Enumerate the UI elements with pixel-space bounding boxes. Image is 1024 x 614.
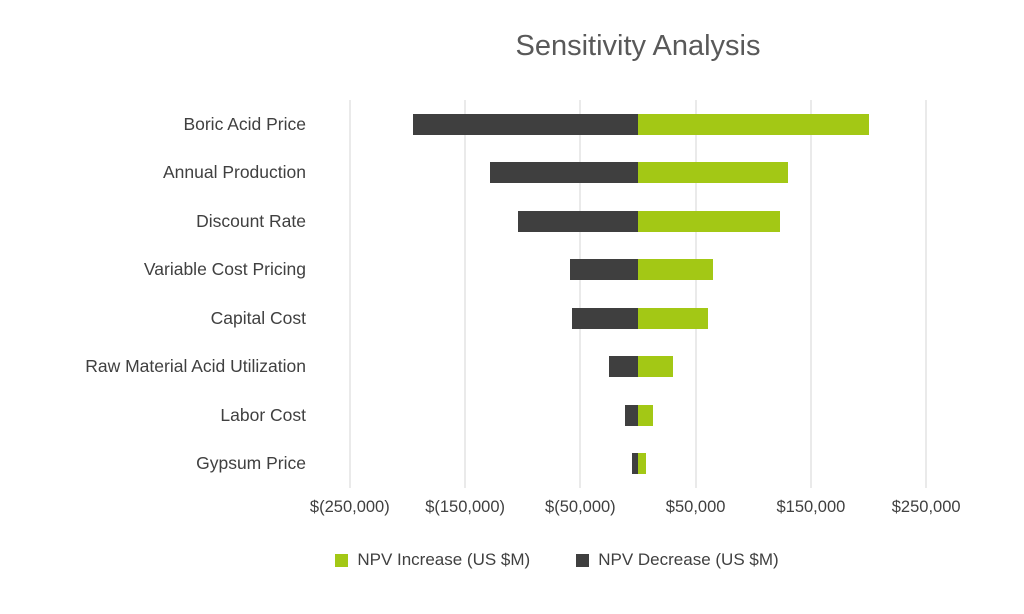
category-label: Discount Rate [196,210,306,231]
legend-item-npv-decrease: NPV Decrease (US $M) [576,550,779,570]
bar-row [336,391,940,440]
x-axis: $(250,000) $(150,000) $(50,000) $50,000 $150… [310,498,961,524]
npv-increase-swatch-icon [335,553,349,567]
gridline [810,100,812,488]
bar-npv-decrease [609,356,638,377]
bar-row [336,149,940,198]
gridline [579,100,581,488]
x-tick-label: $50,000 [665,498,726,516]
bar-row [336,440,940,489]
bar-row [336,343,940,392]
bar-npv-decrease [625,404,638,426]
gridline [925,100,927,488]
x-tick-label: $150,000 [776,498,846,516]
bar-npv-decrease [569,259,638,280]
category-label: Annual Production [162,162,306,183]
npv-decrease-swatch-icon [576,553,590,567]
bar-row [336,294,940,343]
x-tick-label: $(50,000) [545,498,616,516]
bar-npv-increase [638,404,653,426]
x-tick-label: $(250,000) [309,498,390,516]
bar-row [336,197,940,246]
gridline [349,100,351,488]
bar-row [336,246,940,295]
bar-npv-increase [638,307,709,329]
category-label: Gypsum Price [196,453,306,474]
bar-npv-increase [638,453,647,474]
bar-npv-decrease [413,113,638,135]
bar-npv-increase [638,113,869,135]
bar-npv-decrease [632,453,638,474]
legend: NPV Increase (US $M) NPV Decrease (US $M… [0,550,1024,570]
x-tick-label: $250,000 [891,498,961,516]
bar-npv-decrease [572,307,638,329]
bar-npv-increase [638,162,788,183]
category-label: Capital Cost [210,307,306,328]
legend-label-npv-decrease: NPV Decrease (US $M) [598,550,779,569]
category-label: Variable Cost Pricing [143,259,306,280]
gridline [695,100,697,488]
bar-npv-increase [638,210,780,232]
bar-row [336,100,940,149]
gridline [464,100,466,488]
bar-npv-decrease [490,162,638,183]
legend-item-npv-increase: NPV Increase (US $M) [335,550,530,570]
x-tick-label: $(150,000) [425,498,505,516]
bar-npv-decrease [518,210,638,232]
plot-area [336,100,940,488]
category-label: Labor Cost [220,404,306,425]
chart-title: Sensitivity Analysis [515,30,761,62]
category-label: Boric Acid Price [183,113,306,134]
bar-npv-increase [638,259,713,280]
legend-label-npv-increase: NPV Increase (US $M) [357,550,531,569]
category-label: Raw Material Acid Utilization [85,356,306,377]
category-axis: Boric Acid Price Annual Production Discoun… [0,100,322,488]
bar-npv-increase [638,356,673,377]
